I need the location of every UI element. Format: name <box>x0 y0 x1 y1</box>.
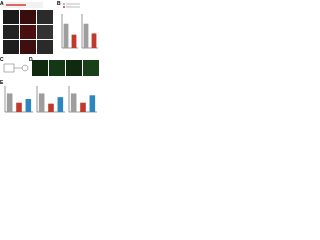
schematic-circle <box>21 64 29 72</box>
bar <box>63 23 69 48</box>
bar <box>71 34 77 48</box>
bar <box>48 103 54 112</box>
micrograph-grid <box>3 2 53 54</box>
panel-label: D <box>29 57 33 63</box>
legend-text <box>66 3 80 5</box>
bar <box>38 93 45 112</box>
image <box>3 25 19 39</box>
image <box>37 40 53 54</box>
bar <box>57 97 64 112</box>
image <box>20 40 36 54</box>
image <box>20 10 36 24</box>
image <box>37 25 53 39</box>
figure: A B C D E <box>0 1 99 113</box>
green-images <box>32 60 99 76</box>
panel-label: B <box>57 1 61 7</box>
schematic-box <box>3 63 15 73</box>
image <box>83 60 99 76</box>
bar <box>16 102 22 112</box>
legend-dot <box>63 6 65 8</box>
diagram <box>3 63 29 73</box>
image <box>49 60 65 76</box>
schematic-bar <box>6 4 26 6</box>
panel-label: C <box>0 57 4 63</box>
panel-label: A <box>0 1 4 7</box>
bar <box>25 99 32 112</box>
bar <box>80 102 86 112</box>
legend-text <box>66 6 80 8</box>
bar <box>6 93 13 112</box>
bar <box>89 95 96 112</box>
bar <box>70 93 77 112</box>
legend-dot <box>63 3 65 5</box>
image <box>66 60 82 76</box>
image <box>3 40 19 54</box>
panel-label: E <box>0 80 4 86</box>
image <box>37 10 53 24</box>
image <box>3 10 19 24</box>
image <box>32 60 48 76</box>
legend <box>63 3 80 8</box>
bar <box>83 23 89 48</box>
image <box>20 25 36 39</box>
bar <box>91 33 97 48</box>
